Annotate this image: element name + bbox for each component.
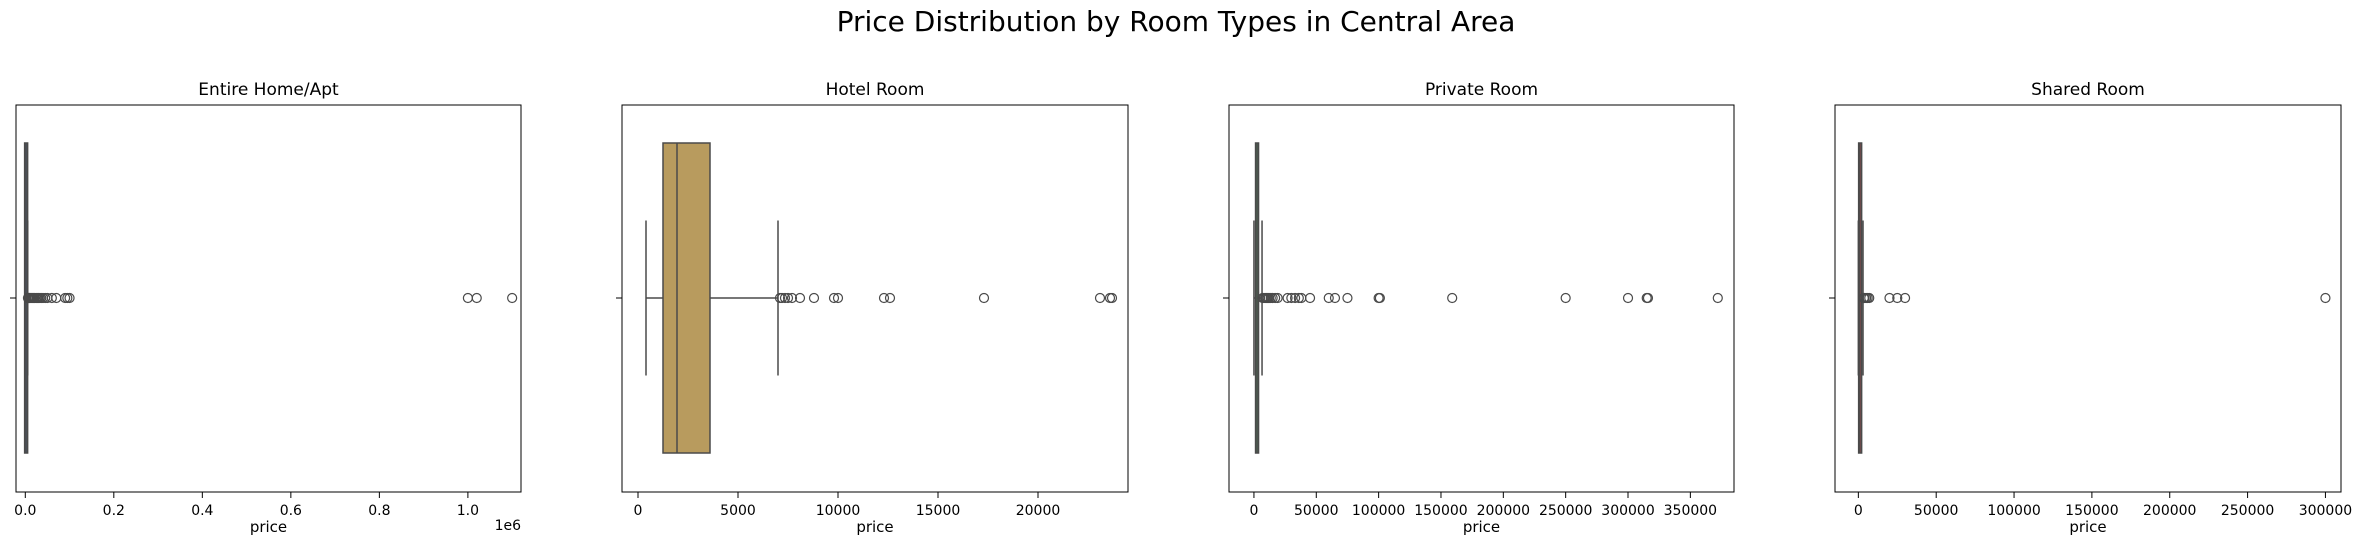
x-tick-label: 150000 — [1414, 503, 1467, 519]
x-tick-label: 200000 — [1477, 503, 1530, 519]
x-tick-label: 300000 — [1601, 503, 1654, 519]
outlier-point — [1884, 292, 1895, 304]
outlier-point — [507, 292, 518, 304]
x-tick-label: 15000 — [916, 503, 961, 519]
outlier-point — [1323, 292, 1334, 304]
x-tick-label: 250000 — [1539, 503, 1592, 519]
x-tick-label: 200000 — [2143, 503, 2196, 519]
outlier-point — [1642, 292, 1654, 304]
x-tick-label: 0.6 — [280, 503, 302, 519]
outlier-point — [1289, 292, 1301, 304]
outlier-point — [1272, 292, 1283, 304]
outlier-point — [1282, 292, 1293, 304]
axes-frame — [1834, 104, 2342, 493]
x-tick-label: 0.4 — [191, 503, 213, 519]
outlier-point — [828, 292, 840, 304]
outlier-point — [1374, 292, 1385, 304]
x-tick-label: 150000 — [2065, 503, 2118, 519]
outlier-point — [1106, 292, 1118, 304]
outlier-point — [782, 292, 794, 304]
outlier-point — [878, 292, 890, 304]
outlier-point — [62, 292, 73, 304]
outlier-point — [786, 292, 798, 304]
x-axis-label: price — [856, 518, 893, 536]
subplot-title: Private Room — [1425, 80, 1538, 100]
outlier-point — [1560, 292, 1571, 304]
outlier-point — [978, 292, 990, 304]
x-offset-label: 1e6 — [495, 518, 522, 534]
outlier-point — [1864, 292, 1875, 304]
outlier-point — [1342, 292, 1353, 304]
outlier-point — [1104, 292, 1116, 304]
x-tick-label: 0 — [1249, 503, 1258, 519]
x-axis-label: price — [250, 518, 287, 536]
figure-suptitle: Price Distribution by Room Types in Cent… — [837, 5, 1516, 38]
outlier-point — [471, 292, 482, 304]
x-tick-label: 5000 — [720, 503, 756, 519]
subplot-title: Entire Home/Apt — [198, 80, 339, 100]
x-tick-label: 50000 — [1914, 503, 1959, 519]
outlier-point — [779, 292, 791, 304]
outlier-point — [1094, 292, 1106, 304]
axes-frame — [15, 104, 522, 493]
outlier-point — [1286, 292, 1297, 304]
outlier-point — [1892, 292, 1903, 304]
outlier-point — [1622, 292, 1634, 304]
outlier-point — [776, 292, 788, 304]
x-tick-label: 0 — [1854, 503, 1863, 519]
outlier-point — [1447, 292, 1458, 304]
axes-frame — [1228, 104, 1735, 493]
outlier-point — [1267, 292, 1278, 304]
iqr-box — [662, 142, 711, 454]
outlier-point — [46, 292, 57, 304]
outlier-point — [2320, 292, 2331, 304]
outlier-point — [1329, 292, 1341, 304]
outlier-point — [832, 292, 844, 304]
outlier-point — [884, 292, 896, 304]
outlier-point — [1712, 292, 1723, 304]
x-tick-label: 10000 — [816, 503, 861, 519]
x-axis-label: price — [2069, 518, 2106, 536]
outlier-point — [1304, 292, 1316, 304]
x-tick-label: 1.0 — [457, 503, 479, 519]
x-tick-label: 100000 — [1987, 503, 2040, 519]
outlier-point — [808, 292, 820, 304]
x-tick-label: 300000 — [2299, 503, 2352, 519]
x-tick-label: 350000 — [1664, 503, 1717, 519]
subplot-title: Hotel Room — [826, 80, 925, 100]
outlier-point — [1293, 292, 1304, 304]
x-tick-label: 250000 — [2221, 503, 2274, 519]
x-tick-label: 0.2 — [103, 503, 125, 519]
outlier-point — [462, 292, 473, 304]
x-tick-label: 0.8 — [368, 503, 390, 519]
x-axis-label: price — [1463, 518, 1500, 536]
x-tick-label: 100000 — [1352, 503, 1405, 519]
subplot-title: Shared Room — [2031, 80, 2145, 100]
x-tick-label: 20000 — [1016, 503, 1061, 519]
outlier-point — [1899, 292, 1911, 304]
x-tick-label: 0 — [634, 503, 643, 519]
outlier-point — [794, 292, 806, 304]
outlier-point — [1270, 292, 1281, 304]
x-tick-label: 50000 — [1294, 503, 1339, 519]
x-tick-label: 0.0 — [14, 503, 36, 519]
outlier-point — [64, 292, 75, 304]
